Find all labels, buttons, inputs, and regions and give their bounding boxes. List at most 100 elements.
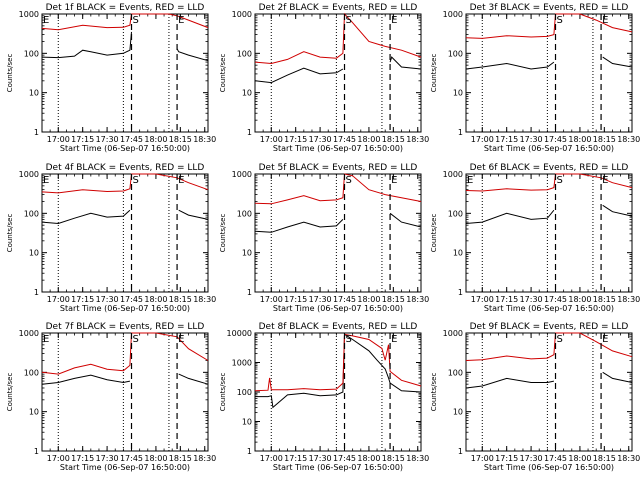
y-tick-label: 10 bbox=[242, 89, 252, 98]
x-tick-label: 17:15 bbox=[71, 454, 94, 463]
y-tick-label: 1 bbox=[34, 447, 39, 456]
x-tick-label: 17:15 bbox=[284, 454, 307, 463]
event-marker-label: E bbox=[391, 175, 397, 186]
x-tick-label: 17:15 bbox=[495, 135, 518, 144]
x-tick-label: 18:00 bbox=[144, 454, 167, 463]
y-tick-label: 10 bbox=[29, 249, 39, 258]
detector-panel: Det 5f BLACK = Events, RED = LLD Counts/s… bbox=[219, 163, 429, 313]
y-tick-label: 10 bbox=[453, 249, 463, 258]
x-tick-label: 17:45 bbox=[333, 135, 356, 144]
y-tick-label: 10 bbox=[453, 408, 463, 417]
plot-frame bbox=[465, 173, 633, 293]
event-marker-label: E bbox=[602, 15, 608, 26]
x-tick-label: 17:15 bbox=[495, 295, 518, 304]
x-axis-label: Start Time (06-Sep-07 16:50:00) bbox=[484, 304, 614, 313]
x-tick-label: 17:15 bbox=[71, 135, 94, 144]
detector-panel: Det 9f BLACK = Events, RED = LLD Counts/s… bbox=[430, 322, 640, 472]
y-tick-label: 1000 bbox=[232, 170, 252, 179]
x-tick-label: 18:15 bbox=[169, 454, 192, 463]
y-tick-label: 1 bbox=[458, 128, 463, 137]
x-tick-label: 17:45 bbox=[544, 295, 567, 304]
x-tick-label: 17:30 bbox=[309, 135, 332, 144]
y-tick-label: 100 bbox=[24, 209, 39, 218]
event-marker-label: S bbox=[133, 334, 139, 345]
y-tick-label: 100 bbox=[448, 209, 463, 218]
events-series-line bbox=[254, 212, 422, 233]
events-series-line bbox=[465, 204, 633, 224]
x-tick-label: 18:15 bbox=[169, 295, 192, 304]
x-tick-label: 17:30 bbox=[520, 135, 543, 144]
y-tick-label: 1 bbox=[247, 447, 252, 456]
x-tick-label: 18:15 bbox=[382, 135, 405, 144]
x-tick-label: 17:45 bbox=[333, 454, 356, 463]
events-series-line bbox=[41, 31, 209, 62]
y-tick-label: 1 bbox=[34, 128, 39, 137]
event-marker-label: E bbox=[391, 15, 397, 26]
lld-series-line bbox=[254, 12, 422, 65]
plot-frame bbox=[465, 332, 633, 452]
lld-series-line bbox=[41, 173, 209, 194]
x-tick-label: 17:00 bbox=[471, 295, 494, 304]
x-tick-label: 18:00 bbox=[568, 295, 591, 304]
lld-series-line bbox=[254, 333, 422, 392]
x-tick-label: 17:00 bbox=[260, 454, 283, 463]
plot-frame bbox=[41, 173, 209, 293]
y-tick-label: 100 bbox=[237, 209, 252, 218]
y-tick-label: 1 bbox=[458, 447, 463, 456]
events-series-line bbox=[465, 371, 633, 389]
plot-title: Det 2f BLACK = Events, RED = LLD bbox=[259, 3, 418, 13]
y-tick-label: 1 bbox=[458, 288, 463, 297]
x-tick-label: 17:30 bbox=[96, 454, 119, 463]
x-tick-label: 18:30 bbox=[617, 295, 640, 304]
plot-title: Det 8f BLACK = Events, RED = LLD bbox=[259, 322, 418, 332]
lld-series-line bbox=[254, 173, 422, 205]
event-marker-label: S bbox=[346, 15, 352, 26]
x-tick-label: 17:45 bbox=[333, 295, 356, 304]
x-tick-label: 18:15 bbox=[382, 454, 405, 463]
plot-frame bbox=[254, 173, 422, 293]
plot-frame bbox=[465, 13, 633, 133]
y-tick-label: 1000 bbox=[19, 10, 39, 19]
x-tick-label: 18:15 bbox=[593, 454, 616, 463]
y-tick-label: 10 bbox=[29, 89, 39, 98]
x-tick-label: 18:30 bbox=[617, 135, 640, 144]
x-tick-label: 18:30 bbox=[193, 295, 216, 304]
detector-panel: Det 6f BLACK = Events, RED = LLD Counts/s… bbox=[430, 163, 640, 313]
plot-title: Det 4f BLACK = Events, RED = LLD bbox=[46, 163, 205, 173]
y-tick-label: 1 bbox=[34, 288, 39, 297]
x-tick-label: 18:15 bbox=[169, 135, 192, 144]
y-tick-label: 1000 bbox=[19, 170, 39, 179]
detector-panel: Det 3f BLACK = Events, RED = LLD Counts/s… bbox=[430, 3, 640, 153]
x-tick-label: 17:45 bbox=[120, 135, 143, 144]
event-marker-label: E bbox=[178, 334, 184, 345]
event-marker-label: E bbox=[43, 15, 49, 26]
events-series-line bbox=[41, 373, 209, 385]
x-tick-label: 17:15 bbox=[284, 295, 307, 304]
x-tick-label: 18:15 bbox=[593, 295, 616, 304]
events-series-line bbox=[255, 333, 422, 409]
plot-frame bbox=[254, 13, 422, 133]
detector-panel: Det 1f BLACK = Events, RED = LLD Counts/s… bbox=[6, 3, 216, 153]
detector-panel: Det 2f BLACK = Events, RED = LLD Counts/s… bbox=[219, 3, 429, 153]
x-tick-label: 17:00 bbox=[471, 454, 494, 463]
y-tick-label: 1 bbox=[247, 128, 252, 137]
x-tick-label: 17:45 bbox=[544, 454, 567, 463]
events-series-line bbox=[41, 209, 209, 225]
x-axis-label: Start Time (06-Sep-07 16:50:00) bbox=[60, 463, 190, 472]
event-marker-label: E bbox=[391, 334, 397, 345]
event-marker-label: S bbox=[133, 175, 139, 186]
x-tick-label: 17:30 bbox=[96, 295, 119, 304]
y-axis-label: Counts/sec bbox=[6, 214, 14, 253]
y-tick-label: 10 bbox=[453, 89, 463, 98]
x-tick-label: 18:00 bbox=[357, 295, 380, 304]
event-marker-label: E bbox=[43, 175, 49, 186]
x-tick-label: 18:15 bbox=[593, 135, 616, 144]
y-axis-label: Counts/sec bbox=[6, 373, 14, 412]
y-axis-label: Counts/sec bbox=[219, 214, 227, 253]
y-tick-label: 100 bbox=[448, 368, 463, 377]
x-tick-label: 17:15 bbox=[284, 135, 307, 144]
x-tick-label: 18:30 bbox=[406, 454, 429, 463]
x-tick-label: 18:00 bbox=[144, 295, 167, 304]
y-tick-label: 10 bbox=[242, 418, 252, 427]
